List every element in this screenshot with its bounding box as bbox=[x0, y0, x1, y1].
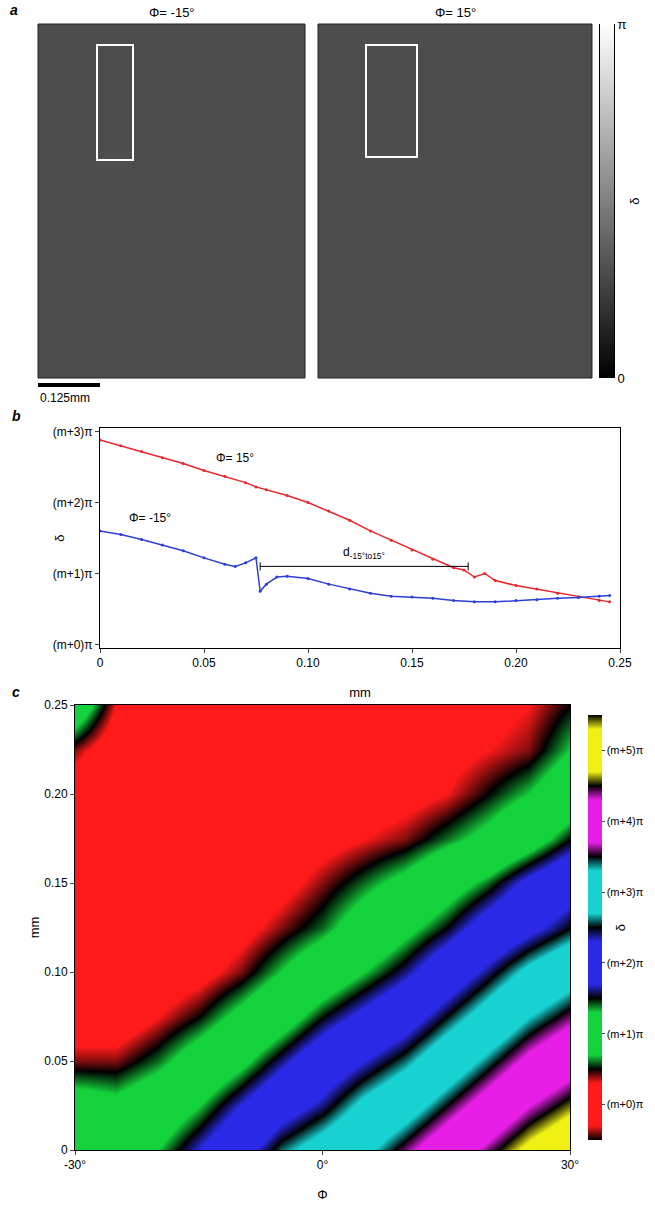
svg-text:0.20: 0.20 bbox=[44, 787, 68, 801]
svg-text:(m+2)π: (m+2)π bbox=[607, 957, 644, 969]
svg-text:0.125mm: 0.125mm bbox=[40, 391, 90, 405]
svg-text:d​-15°to15°​: d​-15°to15°​ bbox=[343, 545, 385, 561]
svg-text:0: 0 bbox=[618, 371, 625, 386]
svg-text:π: π bbox=[618, 17, 627, 32]
svg-text:0.05: 0.05 bbox=[192, 656, 216, 670]
svg-text:(m+1)π: (m+1)π bbox=[53, 567, 93, 581]
svg-text:0.05: 0.05 bbox=[44, 1054, 68, 1068]
svg-text:Φ= 15°: Φ= 15° bbox=[435, 5, 476, 20]
svg-text:mm: mm bbox=[349, 685, 371, 700]
svg-text:0.15: 0.15 bbox=[44, 876, 68, 890]
svg-text:0.15: 0.15 bbox=[400, 656, 424, 670]
svg-text:0: 0 bbox=[61, 1143, 68, 1157]
svg-text:Φ= -15°: Φ= -15° bbox=[129, 511, 171, 525]
svg-text:Φ= 15°: Φ= 15° bbox=[216, 451, 254, 465]
svg-text:0.25: 0.25 bbox=[44, 698, 68, 712]
svg-text:0.25: 0.25 bbox=[608, 656, 632, 670]
svg-text:-30°: -30° bbox=[64, 1158, 86, 1172]
svg-text:(m+4)π: (m+4)π bbox=[607, 815, 644, 827]
svg-text:Φ= -15°: Φ= -15° bbox=[149, 5, 195, 20]
svg-text:(m+0)π: (m+0)π bbox=[607, 1098, 644, 1110]
svg-text:c: c bbox=[12, 684, 20, 700]
svg-text:0.20: 0.20 bbox=[504, 656, 528, 670]
svg-text:a: a bbox=[10, 2, 18, 18]
svg-text:mm: mm bbox=[27, 917, 42, 939]
svg-text:(m+5)π: (m+5)π bbox=[607, 744, 644, 756]
svg-text:(m+3)π: (m+3)π bbox=[607, 886, 644, 898]
svg-text:(m+1)π: (m+1)π bbox=[607, 1028, 644, 1040]
svg-text:0°: 0° bbox=[317, 1158, 329, 1172]
svg-text:0: 0 bbox=[97, 656, 104, 670]
svg-text:b: b bbox=[12, 408, 21, 424]
svg-text:Φ: Φ bbox=[317, 1187, 327, 1202]
svg-text:δ: δ bbox=[627, 197, 642, 204]
svg-text:(m+3)π: (m+3)π bbox=[53, 425, 93, 439]
svg-text:0.10: 0.10 bbox=[296, 656, 320, 670]
svg-text:(m+0)π: (m+0)π bbox=[53, 638, 93, 652]
svg-text:δ: δ bbox=[613, 924, 628, 931]
svg-text:0.10: 0.10 bbox=[44, 965, 68, 979]
svg-text:δ: δ bbox=[52, 534, 67, 541]
svg-text:(m+2)π: (m+2)π bbox=[53, 496, 93, 510]
svg-text:30°: 30° bbox=[561, 1158, 579, 1172]
